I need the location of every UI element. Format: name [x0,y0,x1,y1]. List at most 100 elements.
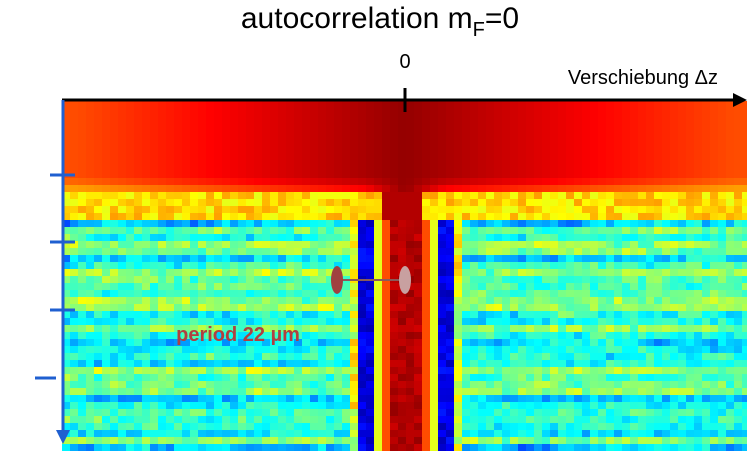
heat-cell [430,199,439,207]
heat-cell [102,101,111,109]
heat-cell [94,339,103,347]
heat-cell [422,381,431,389]
heat-cell [502,381,511,389]
heat-cell [710,423,719,431]
heat-cell [350,262,359,270]
heat-cell [590,339,599,347]
heat-cell [414,430,423,438]
heat-cell [222,353,231,361]
heat-cell [670,262,679,270]
heat-cell [422,108,431,116]
heat-cell [742,206,747,214]
heat-cell [582,157,591,165]
heat-cell [510,234,519,242]
heat-cell [390,150,399,158]
heat-cell [254,367,263,375]
heat-cell [414,101,423,109]
heat-cell [574,192,583,200]
heat-cell [110,444,119,451]
heat-cell [326,444,335,451]
heat-cell [294,290,303,298]
heat-cell [670,395,679,403]
heat-cell [502,444,511,451]
heat-cell [214,423,223,431]
heat-cell [94,234,103,242]
heat-cell [214,220,223,228]
heat-cell [430,409,439,417]
heat-cell [526,395,535,403]
heat-cell [662,248,671,256]
heat-cell [670,325,679,333]
heat-cell [710,227,719,235]
heat-cell [238,423,247,431]
heat-cell [142,115,151,123]
heat-cell [630,157,639,165]
heat-cell [422,157,431,165]
heat-cell [230,157,239,165]
heat-cell [702,381,711,389]
heat-cell [198,311,207,319]
heat-cell [318,332,327,340]
heat-cell [726,311,735,319]
heat-cell [590,360,599,368]
heat-cell [566,402,575,410]
heat-cell [718,199,727,207]
heat-cell [174,395,183,403]
heat-cell [62,339,71,347]
heat-cell [350,178,359,186]
heat-cell [654,129,663,137]
heat-cell [654,297,663,305]
heat-cell [118,199,127,207]
heat-cell [86,227,95,235]
heat-cell [430,269,439,277]
heat-cell [478,367,487,375]
heat-cell [246,199,255,207]
heat-cell [166,388,175,396]
heat-cell [126,346,135,354]
heat-cell [710,297,719,305]
heat-cell [222,409,231,417]
heat-cell [62,388,71,396]
heat-cell [510,318,519,326]
heat-cell [462,143,471,151]
heat-cell [534,108,543,116]
heat-cell [334,171,343,179]
heat-cell [398,136,407,144]
heat-cell [454,108,463,116]
heat-cell [590,290,599,298]
heat-cell [422,143,431,151]
heat-cell [198,248,207,256]
heat-cell [142,143,151,151]
heat-cell [110,430,119,438]
heat-cell [286,101,295,109]
heat-cell [78,318,87,326]
heat-cell [438,108,447,116]
heat-cell [446,325,455,333]
heat-cell [478,185,487,193]
heat-cell [622,143,631,151]
heat-cell [734,339,743,347]
heat-cell [598,374,607,382]
heat-cell [550,171,559,179]
heat-cell [630,423,639,431]
heat-cell [126,101,135,109]
heat-cell [134,353,143,361]
heat-cell [198,171,207,179]
heat-cell [534,199,543,207]
heat-cell [286,367,295,375]
heat-cell [190,101,199,109]
heat-cell [286,332,295,340]
heat-cell [430,430,439,438]
heat-cell [182,227,191,235]
y-ticks [35,173,75,380]
heat-cell [286,311,295,319]
heat-cell [374,101,383,109]
heat-cell [646,220,655,228]
heat-cell [334,444,343,451]
heat-cell [62,220,71,228]
heat-cell [262,255,271,263]
heat-cell [502,262,511,270]
heat-cell [198,262,207,270]
heat-cell [710,115,719,123]
heat-cell [270,157,279,165]
